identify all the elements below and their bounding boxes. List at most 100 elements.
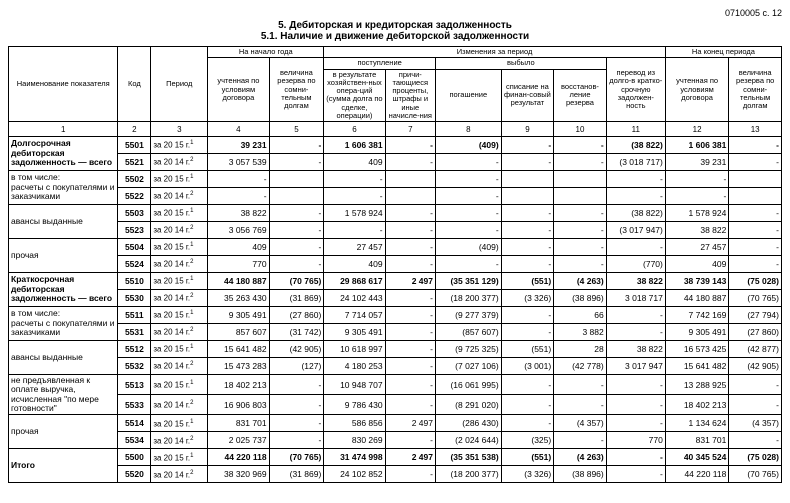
cell: 1 606 381: [324, 137, 385, 154]
cell: 3 882: [554, 324, 607, 341]
cell: [554, 171, 607, 188]
receivables-table: Наименование показателя Код Период На на…: [8, 46, 782, 483]
hdr-c5: величина резерва по сомни-тельным долгам: [269, 58, 324, 122]
cell: (3 018 717): [606, 154, 665, 171]
cell: (4 357): [729, 415, 782, 432]
cell: -: [269, 432, 324, 449]
cell: -: [385, 341, 435, 358]
cell: (18 200 377): [435, 466, 501, 483]
cell: (4 263): [554, 449, 607, 466]
hdr-c9: списание на финан-совый результат: [501, 69, 554, 122]
cell: -: [501, 205, 554, 222]
row-period: за 20 14 г.2: [151, 358, 208, 375]
cell: 7 742 169: [665, 307, 729, 324]
cell: 24 102 443: [324, 290, 385, 307]
row-period: за 20 14 г.2: [151, 154, 208, 171]
cell: 9 786 430: [324, 395, 385, 415]
row-code: 5533: [118, 395, 151, 415]
cell: -: [554, 256, 607, 273]
cell: -: [606, 415, 665, 432]
row-period: за 20 14 г.2: [151, 395, 208, 415]
cell: (31 869): [269, 290, 324, 307]
cell: (7 027 106): [435, 358, 501, 375]
hdr-c13: величина резерва по сомни-тельным долгам: [729, 58, 782, 122]
cell: (4 357): [554, 415, 607, 432]
row-name: авансы выданные: [9, 205, 118, 239]
cell: 44 180 887: [208, 273, 269, 290]
column-number: 6: [324, 122, 385, 137]
cell: -: [501, 415, 554, 432]
cell: 2 497: [385, 415, 435, 432]
cell: (42 905): [269, 341, 324, 358]
cell: 770: [606, 432, 665, 449]
cell: 40 345 524: [665, 449, 729, 466]
cell: -: [435, 154, 501, 171]
hdr-c11: перевод из долго-в кратко-срочную задолж…: [606, 58, 665, 122]
cell: [554, 188, 607, 205]
cell: -: [385, 395, 435, 415]
cell: 44 220 118: [665, 466, 729, 483]
row-code: 5503: [118, 205, 151, 222]
cell: -: [606, 466, 665, 483]
cell: [269, 188, 324, 205]
row-period: за 20 14 г.2: [151, 188, 208, 205]
row-code: 5502: [118, 171, 151, 188]
hdr-change: Изменения за период: [324, 47, 666, 58]
cell: -: [554, 154, 607, 171]
cell: 38 822: [606, 273, 665, 290]
cell: -: [729, 395, 782, 415]
cell: -: [269, 415, 324, 432]
hdr-c8: погашение: [435, 69, 501, 122]
column-number: 1: [9, 122, 118, 137]
cell: 15 641 482: [665, 358, 729, 375]
row-code: 5532: [118, 358, 151, 375]
cell: 7 714 057: [324, 307, 385, 324]
cell: -: [729, 375, 782, 395]
row-period: за 20 14 г.2: [151, 290, 208, 307]
cell: -: [606, 395, 665, 415]
row-code: 5500: [118, 449, 151, 466]
cell: -: [385, 307, 435, 324]
cell: -: [665, 171, 729, 188]
cell: 857 607: [208, 324, 269, 341]
cell: 770: [208, 256, 269, 273]
cell: -: [269, 256, 324, 273]
cell: 27 457: [324, 239, 385, 256]
hdr-c7: причи-тающиеся проценты, штрафы и иные н…: [385, 69, 435, 122]
row-period: за 20 15 г.1: [151, 137, 208, 154]
cell: (8 291 020): [435, 395, 501, 415]
row-period: за 20 15 г.1: [151, 205, 208, 222]
cell: -: [554, 137, 607, 154]
cell: -: [208, 171, 269, 188]
cell: -: [554, 395, 607, 415]
cell: -: [385, 358, 435, 375]
cell: 10 618 997: [324, 341, 385, 358]
cell: 16 573 425: [665, 341, 729, 358]
cell: -: [385, 432, 435, 449]
row-code: 5512: [118, 341, 151, 358]
cell: 1 578 924: [665, 205, 729, 222]
column-number: 12: [665, 122, 729, 137]
cell: [501, 188, 554, 205]
row-name: прочая: [9, 239, 118, 273]
cell: 39 231: [208, 137, 269, 154]
hdr-period: Период: [151, 47, 208, 122]
cell: 9 305 491: [324, 324, 385, 341]
cell: -: [269, 239, 324, 256]
cell: 1 578 924: [324, 205, 385, 222]
cell: (75 028): [729, 449, 782, 466]
row-code: 5504: [118, 239, 151, 256]
row-period: за 20 14 г.2: [151, 432, 208, 449]
cell: 24 102 852: [324, 466, 385, 483]
cell: (9 277 379): [435, 307, 501, 324]
cell: -: [606, 375, 665, 395]
row-period: за 20 15 г.1: [151, 307, 208, 324]
cell: 4 180 253: [324, 358, 385, 375]
row-name: Итого: [9, 449, 118, 483]
section-title: 5. Дебиторская и кредиторская задолженно…: [8, 20, 782, 31]
row-period: за 20 15 г.1: [151, 273, 208, 290]
cell: (31 742): [269, 324, 324, 341]
row-period: за 20 14 г.2: [151, 466, 208, 483]
cell: -: [729, 222, 782, 239]
row-code: 5534: [118, 432, 151, 449]
